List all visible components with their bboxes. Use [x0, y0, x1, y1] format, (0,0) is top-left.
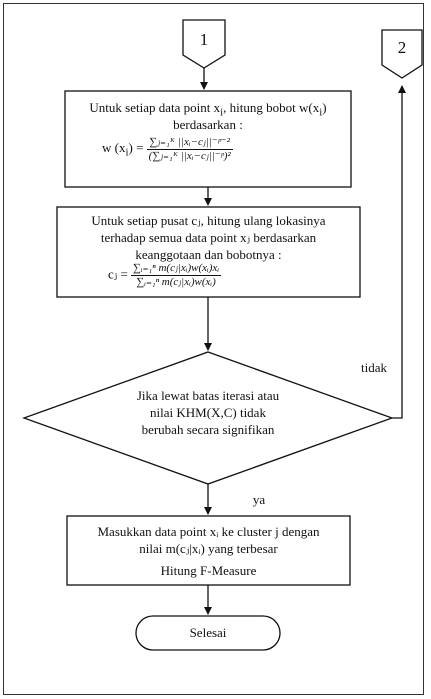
connector-in-label: 1	[199, 30, 209, 49]
box2-eq-fraction: ∑ᵢ₌₁ⁿ m(cⱼ|xᵢ)w(xᵢ)xᵢ ∑ᵢ₌₁ⁿ m(cⱼ|xᵢ)w(xᵢ…	[131, 262, 222, 289]
box1-eq-numerator: ∑ⱼ₌₁ᴷ ||xᵢ−cⱼ||⁻ᵖ⁻²	[146, 136, 233, 150]
box2-equation: cⱼ = ∑ᵢ₌₁ⁿ m(cⱼ|xᵢ)w(xᵢ)xᵢ ∑ᵢ₌₁ⁿ m(cⱼ|xᵢ…	[108, 262, 222, 289]
box1-eq-lhs: w (xi) =	[102, 140, 144, 160]
box2-eq-lhs: cⱼ =	[108, 266, 128, 282]
connector-out-label: 2	[397, 38, 407, 57]
box1-text-line1: Untuk setiap data point xi, hitung bobot…	[89, 100, 327, 119]
process-box-centers	[56, 206, 361, 298]
decision-text-line3: berubah secara signifikan	[141, 422, 275, 437]
process-box-assign	[66, 515, 351, 586]
box2-eq-denominator: ∑ᵢ₌₁ⁿ m(cⱼ|xᵢ)w(xᵢ)	[136, 276, 216, 288]
box2-text-line3: keanggotaan dan bobotnya :	[135, 247, 282, 262]
arrow-decision-no-loop	[392, 85, 406, 419]
decision-text-line2: nilai KHM(X,C) tidak	[150, 405, 266, 420]
decision-text-line1: Jika lewat batas iterasi atau	[136, 388, 280, 403]
figure-frame	[3, 3, 424, 695]
decision-no-label: tidak	[361, 360, 387, 375]
terminal-label: Selesai	[189, 625, 227, 640]
box3-text-line3: Hitung F-Measure	[160, 563, 257, 578]
terminal-end	[135, 615, 281, 651]
box3-text-line2: nilai m(cⱼ|xᵢ) yang terbesar	[139, 541, 278, 556]
box3-text-line1: Masukkan data point xᵢ ke cluster j deng…	[97, 524, 320, 539]
box1-text-line2: berdasarkan :	[173, 117, 243, 132]
box2-text-line1: Untuk setiap pusat cⱼ, hitung ulang loka…	[91, 213, 326, 228]
box2-eq-numerator: ∑ᵢ₌₁ⁿ m(cⱼ|xᵢ)w(xᵢ)xᵢ	[131, 262, 222, 276]
box1-eq-fraction: ∑ⱼ₌₁ᴷ ||xᵢ−cⱼ||⁻ᵖ⁻² (∑ⱼ₌₁ᴷ ||xᵢ−cⱼ||⁻ᵖ)²	[146, 136, 233, 163]
box1-equation: w (xi) = ∑ⱼ₌₁ᴷ ||xᵢ−cⱼ||⁻ᵖ⁻² (∑ⱼ₌₁ᴷ ||xᵢ…	[102, 136, 233, 163]
offpage-connector-out	[381, 29, 423, 79]
box2-text-line2: terhadap semua data point xⱼ berdasarkan	[100, 230, 317, 245]
decision-yes-label: ya	[252, 492, 266, 507]
box1-eq-denominator: (∑ⱼ₌₁ᴷ ||xᵢ−cⱼ||⁻ᵖ)²	[148, 150, 231, 162]
offpage-connector-in	[182, 19, 226, 69]
process-box-weight	[64, 90, 352, 188]
